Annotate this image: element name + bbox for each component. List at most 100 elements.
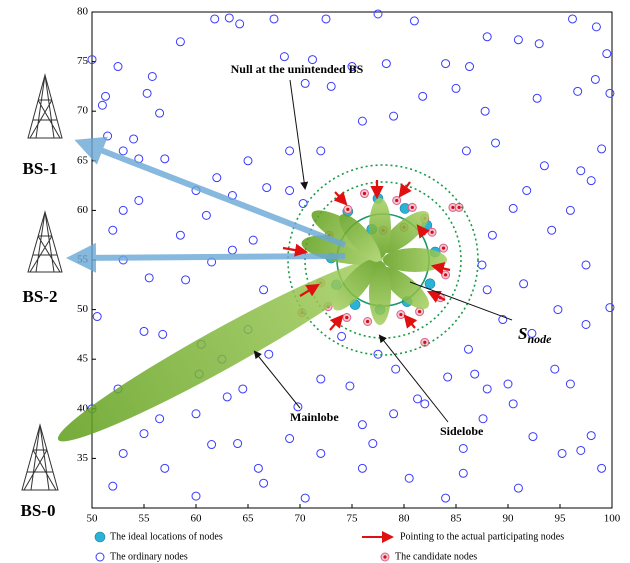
point [358,421,366,429]
point [234,440,242,448]
point [533,94,541,102]
point-dot [366,320,369,323]
point [442,60,450,68]
point [488,231,496,239]
mainlobe-label: Mainlobe [290,410,339,424]
point-dot [395,199,398,202]
point [520,280,528,288]
figure: 5055606570758085909510035404550556065707… [0,0,630,563]
point [344,205,352,213]
point [156,109,164,117]
legend-text: The candidate nodes [395,551,477,562]
point [440,244,448,252]
point [551,365,559,373]
point [459,469,467,477]
point [568,15,576,23]
point-dot [418,310,421,313]
point-dot [458,206,461,209]
point [529,433,537,441]
annotation-arrow [380,336,448,422]
point [280,53,288,61]
point [606,89,614,97]
point [225,14,233,22]
sidelobe-label: Sidelobe [440,424,484,438]
point [93,313,101,321]
point [135,196,143,204]
point [566,380,574,388]
point [540,162,548,170]
point [156,415,164,423]
point [327,82,335,90]
y-tick-label: 75 [77,55,89,67]
point [148,72,156,80]
legend: Pointing to the actual participating nod… [95,531,564,562]
point [414,395,422,403]
point-dot [411,206,414,209]
tower [28,212,62,272]
axes: 5055606570758085909510035404550556065707… [77,6,621,525]
point [410,17,418,25]
point [364,318,372,326]
point [464,345,472,353]
point [322,15,330,23]
point [382,60,390,68]
point [358,117,366,125]
point [143,89,151,97]
point [582,320,590,328]
red-arrow [330,316,342,330]
snode-sub: node [527,332,552,346]
point [249,236,257,244]
point [228,246,236,254]
point [603,50,611,58]
point [236,20,244,28]
point-dot [346,208,349,211]
annotation-arrow [290,80,305,188]
x-tick-label: 70 [295,513,307,525]
y-tick-label: 65 [77,154,89,166]
point [102,92,110,100]
x-tick-label: 55 [139,513,151,525]
point [98,101,106,109]
legend-marker [96,553,104,561]
point [479,415,487,423]
bs-label: BS-2 [23,287,58,306]
point-dot [399,313,402,316]
x-tick-label: 85 [451,513,463,525]
point [211,15,219,23]
x-tick-label: 80 [399,513,411,525]
point [317,449,325,457]
point [360,190,368,198]
point [462,147,470,155]
point [483,385,491,393]
point [514,36,522,44]
point [176,38,184,46]
point [130,135,138,143]
point [405,474,413,482]
towers [22,75,62,490]
point [397,311,405,319]
point [606,304,614,312]
point [587,177,595,185]
point [299,199,307,207]
point [301,79,309,87]
point [390,410,398,418]
point [577,446,585,454]
point [346,382,354,390]
point [509,400,517,408]
point [582,261,590,269]
point [374,10,382,18]
point [509,204,517,212]
point [591,75,599,83]
point [566,206,574,214]
legend-text: The ideal locations of nodes [110,531,223,542]
tower [22,425,58,490]
point [260,479,268,487]
y-tick-label: 35 [77,452,89,464]
point [192,410,200,418]
point [577,167,585,175]
point [548,226,556,234]
x-tick-label: 75 [347,513,359,525]
point [114,63,122,71]
point [161,464,169,472]
point [159,330,167,338]
